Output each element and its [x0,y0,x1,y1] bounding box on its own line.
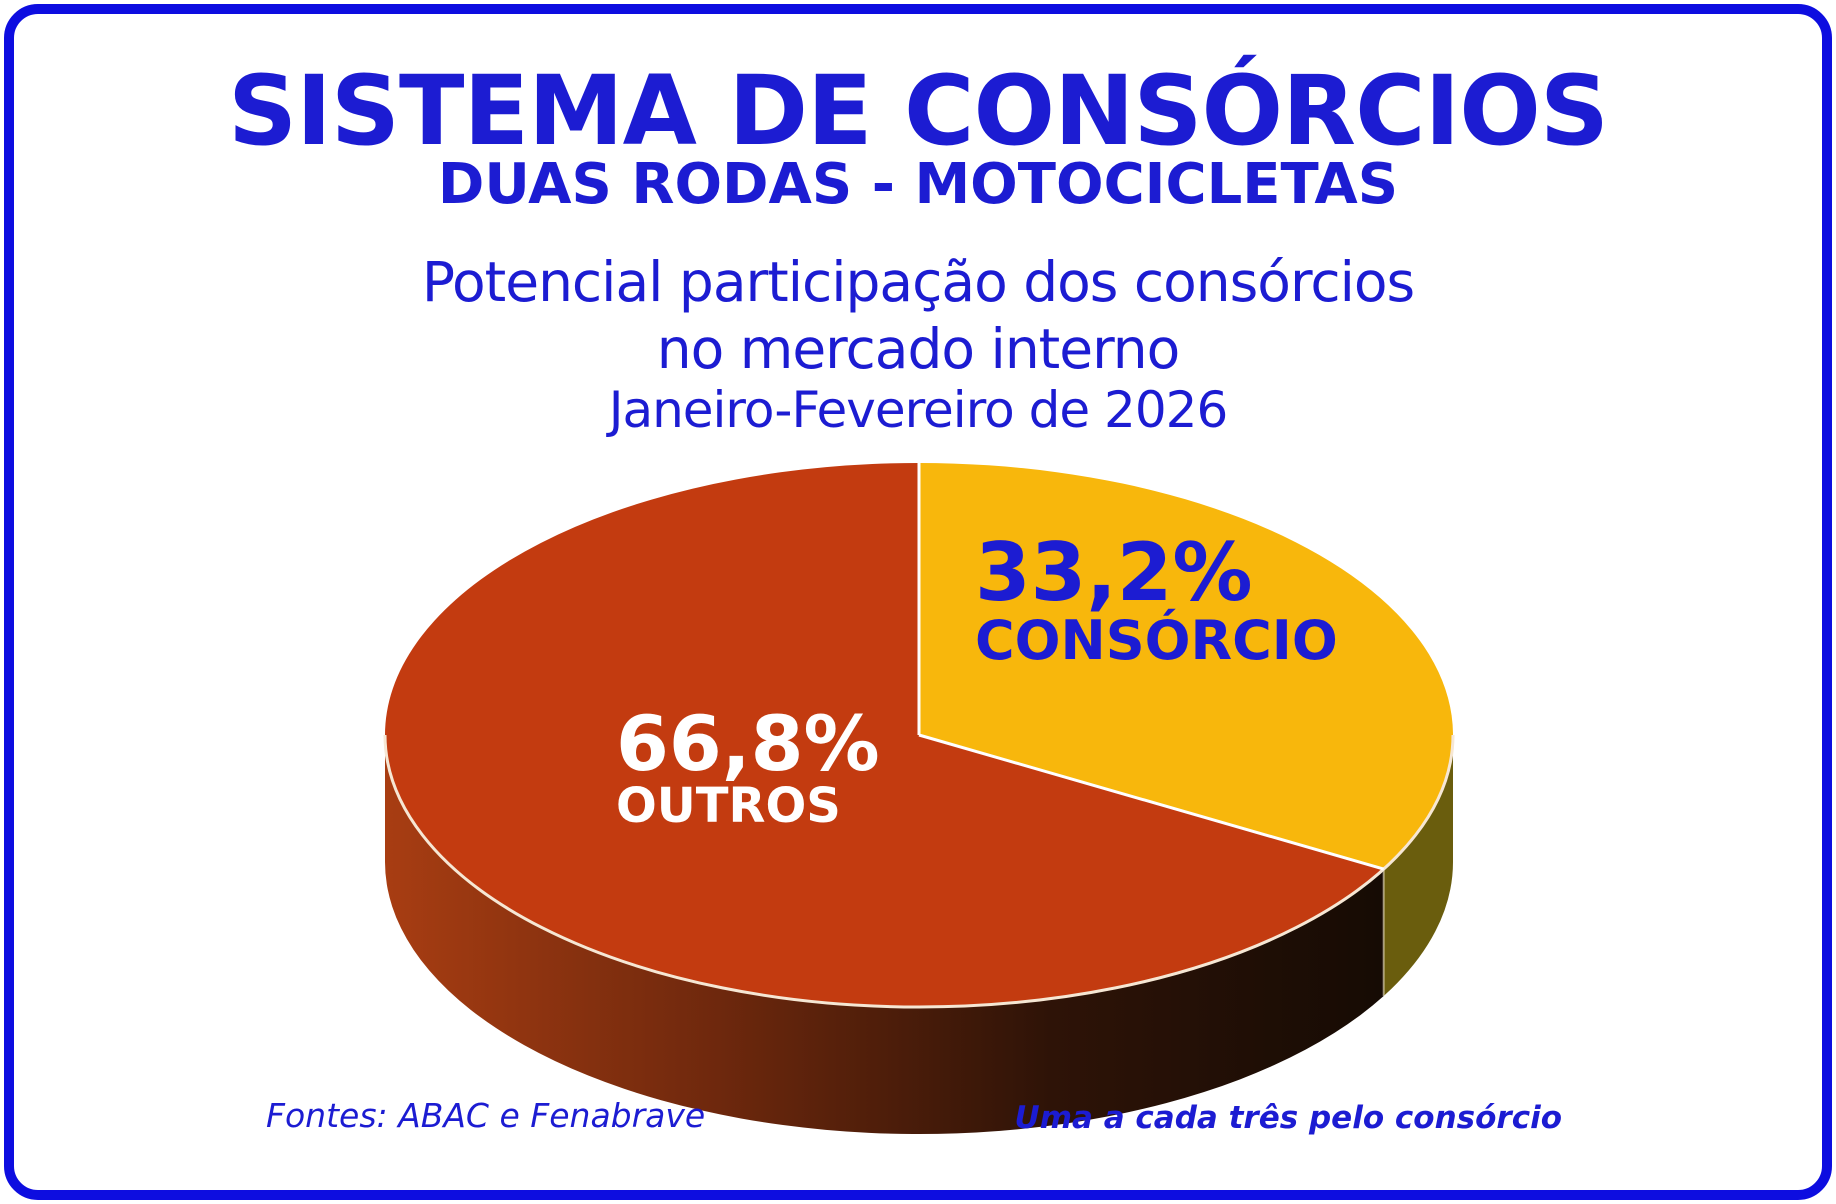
pie-separator-line [918,733,1385,871]
pie-side-outros [385,735,1384,1134]
pie-slice-consórcio[interactable] [919,463,1453,870]
caption-line-2: no mercado interno [656,317,1181,382]
caption-line-1: Potencial participação dos consórcios [421,250,1415,315]
pie-rim-line [383,734,1455,1009]
page-title: SISTEMA DE CONSÓRCIOS [228,55,1609,167]
page-subtitle: DUAS RODAS - MOTOCICLETAS [437,152,1399,218]
pie-side-consórcio [1383,735,1453,997]
header-block: SISTEMA DE CONSÓRCIOS DUAS RODAS - MOTOC… [0,0,1836,435]
footnote: Uma a cada três pelo consórcio [1014,1100,1562,1136]
period-label: Janeiro-Fevereiro de 2026 [608,381,1229,440]
sources-label: Fontes: ABAC e Fenabrave [266,1096,706,1135]
pie-slice-outros[interactable] [384,463,1384,1007]
